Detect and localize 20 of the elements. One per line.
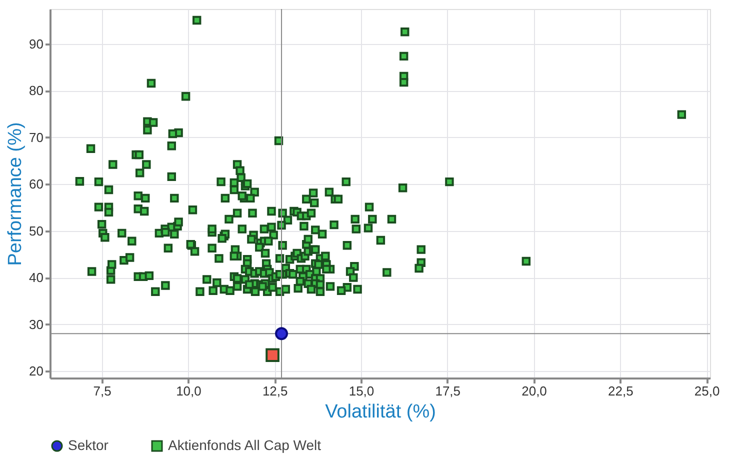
y-tick-label: 50 [29,223,44,238]
x-tick-label: 12,5 [262,384,288,398]
x-tick-label: 22,5 [608,384,634,398]
y-tick-label: 40 [29,270,44,286]
x-axis-title: Volatilität (%) [325,402,436,422]
y-tick-label: 20 [29,363,44,378]
x-tick-label: 17,5 [435,384,461,398]
x-tick-label: 10,0 [176,384,202,398]
y-tick-label: 30 [29,316,44,332]
y-tick-label: 80 [29,83,44,98]
x-tick-label: 25,0 [694,384,720,398]
y-tick-label: 70 [29,130,44,145]
x-tick-label: 15,0 [348,384,374,398]
y-tick-label: 60 [29,176,44,192]
legend-label: Aktienfonds All Cap Welt [168,437,322,453]
y-tick-label: 90 [29,36,44,52]
x-tick-label: 7,5 [93,384,112,398]
y-axis-title: Performance (%) [5,122,26,266]
x-tick-label: 20,0 [522,384,547,398]
legend-label: Sektor [68,437,109,453]
